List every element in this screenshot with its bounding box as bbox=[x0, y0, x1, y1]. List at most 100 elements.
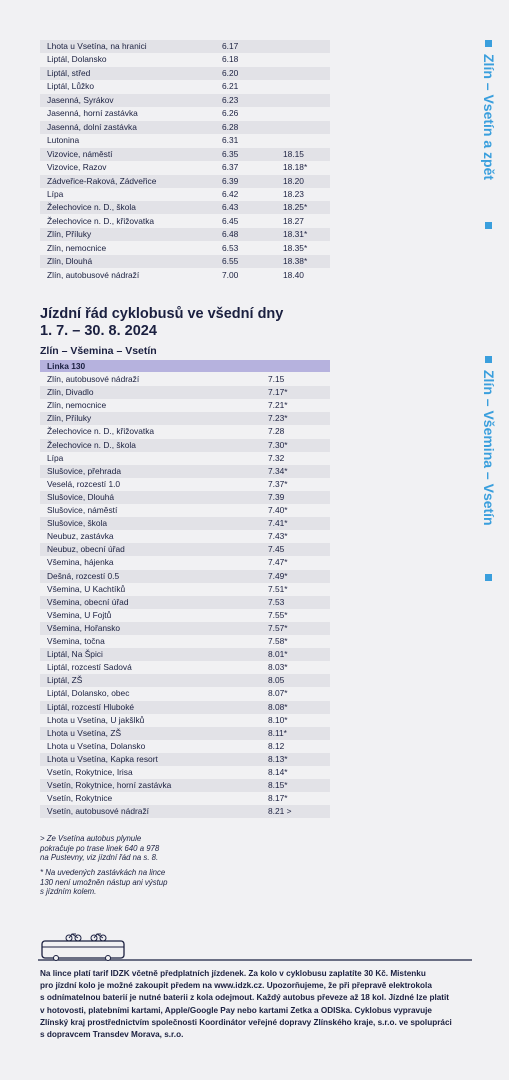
departure-time: 6.20 bbox=[222, 67, 239, 78]
departure-time: 8.10* bbox=[268, 714, 288, 725]
departure-time: 7.37* bbox=[268, 478, 288, 489]
departure-time: 18.27 bbox=[283, 215, 304, 226]
departure-time: 7.40* bbox=[268, 505, 288, 515]
departure-time: 18.23 bbox=[283, 188, 304, 199]
note-line: s jízdním kolem. bbox=[40, 887, 97, 897]
departure-time: 7.45 bbox=[268, 544, 285, 555]
table-row: Želechovice n. D., škola 7.30* bbox=[40, 438, 330, 452]
stop-name: Vizovice, náměstí bbox=[47, 148, 113, 159]
table-row: Zlín, autobusové nádraží 7.15 bbox=[40, 373, 330, 386]
stop-name: Dešná, rozcestí 0.5 bbox=[47, 570, 120, 581]
table-row: Želechovice n. D., škola 6.43 18.25* bbox=[40, 201, 330, 215]
side-marker bbox=[485, 40, 492, 47]
departure-time: 8.11* bbox=[268, 727, 287, 738]
stop-name: Zlín, Příluky bbox=[47, 229, 92, 240]
departure-time: 8.03* bbox=[268, 662, 288, 673]
stop-name: Slušovice, přehrada bbox=[47, 465, 122, 476]
stop-name: Zlín, autobusové nádraží bbox=[47, 269, 140, 280]
departure-time: 6.21 bbox=[222, 81, 239, 92]
footer-line: v hotovosti, platebními kartami, Apple/G… bbox=[40, 1005, 432, 1015]
bus-icon bbox=[38, 933, 472, 961]
stop-name: Vsetín, Rokytnice, horní zastávka bbox=[47, 780, 172, 791]
stop-name: Vsetín, Rokytnice, Irisa bbox=[47, 767, 133, 777]
departure-time: 6.53 bbox=[222, 242, 239, 253]
stop-name: Lípa bbox=[47, 188, 64, 199]
table-row: Jasenná, Syrákov 6.23 bbox=[40, 93, 330, 107]
table-row: Liptál, rozcestí Sadová 8.03* bbox=[40, 661, 330, 674]
table-row: Vsetín, autobusové nádraží 8.21 > bbox=[40, 805, 330, 819]
table-row: Neubuz, obecní úřad 7.45 bbox=[40, 543, 330, 557]
table-row: Liptál, Dolansko 6.18 bbox=[40, 53, 330, 66]
table-row: Liptál, rozcestí Hluboké 8.08* bbox=[40, 700, 330, 714]
table-row: Všemina, Hořansko 7.57* bbox=[40, 621, 330, 635]
table-row: Slušovice, přehrada 7.34* bbox=[40, 464, 330, 478]
stop-name: Zlín, nemocnice bbox=[47, 242, 107, 253]
table-row: Slušovice, škola 7.41* bbox=[40, 517, 330, 531]
departure-time: 8.12 bbox=[268, 740, 285, 751]
stop-name: Liptál, ZŠ bbox=[47, 675, 83, 686]
departure-time: 8.17* bbox=[268, 793, 288, 804]
stop-name: Želechovice n. D., škola bbox=[47, 202, 136, 213]
stop-name: Liptál, rozcestí Sadová bbox=[47, 662, 132, 673]
table-row: Želechovice n. D., křižovatka 7.28 bbox=[40, 425, 330, 438]
table-row: Liptál, střed 6.20 bbox=[40, 66, 330, 80]
departure-time: 7.34* bbox=[268, 465, 288, 476]
stop-name: Vsetín, autobusové nádraží bbox=[47, 806, 149, 817]
departure-time: 6.35 bbox=[222, 148, 239, 159]
table-row: Lhota u Vsetína, Dolansko 8.12 bbox=[40, 740, 330, 753]
stop-name: Veselá, rozcestí 1.0 bbox=[47, 478, 121, 489]
departure-time: 6.18 bbox=[222, 54, 239, 65]
stop-name: Všemina, obecní úřad bbox=[47, 596, 129, 607]
stop-name: Vsetín, Rokytnice bbox=[47, 793, 113, 804]
departure-time: 18.25* bbox=[283, 202, 308, 213]
stop-name: Želechovice n. D., škola bbox=[47, 439, 136, 450]
section-title: Jízdní řád cyklobusů ve všední dny bbox=[40, 306, 284, 322]
departure-time: 7.53 bbox=[268, 596, 285, 607]
stop-name: Zlín, autobusové nádraží bbox=[47, 374, 140, 384]
table-row: Želechovice n. D., křižovatka 6.45 18.27 bbox=[40, 215, 330, 228]
departure-time: 7.58* bbox=[268, 636, 288, 646]
table-row: Lípa 6.42 18.23 bbox=[40, 188, 330, 201]
departure-time: 7.57* bbox=[268, 622, 288, 633]
table-row: Liptál, Dolansko, obec 8.07* bbox=[40, 687, 330, 700]
departure-time: 18.15 bbox=[283, 148, 304, 159]
stop-name: Jasenná, horní zastávka bbox=[47, 108, 138, 119]
table-row: Lhota u Vsetína, ZŠ 8.11* bbox=[40, 726, 330, 740]
table-row: Liptál, ZŠ 8.05 bbox=[40, 674, 330, 688]
departure-time: 7.41* bbox=[268, 518, 288, 529]
table-row: Jasenná, horní zastávka 6.26 bbox=[40, 107, 330, 120]
stop-name: Želechovice n. D., křižovatka bbox=[47, 215, 155, 226]
table-row: Slušovice, Dlouhá 7.39 bbox=[40, 490, 330, 504]
table-row: Jasenná, dolní zastávka 6.28 bbox=[40, 120, 330, 134]
stop-name: Zlín, Dlouhá bbox=[47, 256, 93, 267]
stop-name: Všemina, U Fojtů bbox=[47, 609, 112, 620]
departure-time: 6.48 bbox=[222, 229, 239, 240]
table-row: Liptál, Lůžko 6.21 bbox=[40, 80, 330, 93]
table-row: Veselá, rozcestí 1.0 7.37* bbox=[40, 478, 330, 491]
table-row: Vizovice, Razov 6.37 18.18* bbox=[40, 161, 330, 174]
table-row: Zlín, Příluky 6.48 18.31* bbox=[40, 228, 330, 242]
stop-name: Liptál, Na Špici bbox=[47, 649, 103, 660]
note: * Na uvedených zastávkách na lince 130 ne… bbox=[40, 868, 167, 897]
departure-time: 8.05 bbox=[268, 675, 285, 686]
departure-time: 18.20 bbox=[283, 175, 304, 186]
departure-time: 6.31 bbox=[222, 135, 239, 146]
departure-time: 8.15* bbox=[268, 780, 288, 791]
departure-time: 7.39 bbox=[268, 491, 285, 502]
stop-name: Slušovice, Dlouhá bbox=[47, 491, 115, 502]
departure-time: 18.18* bbox=[283, 162, 308, 173]
stop-name: Všemina, hájenka bbox=[47, 557, 114, 568]
table-row: Vsetín, Rokytnice 8.17* bbox=[40, 792, 330, 805]
departure-time: 7.21* bbox=[268, 400, 288, 411]
stop-name: Liptál, střed bbox=[47, 67, 91, 78]
departure-time: 18.40 bbox=[283, 269, 304, 280]
stop-name: Zádveřice-Raková, Zádveřice bbox=[47, 175, 157, 186]
side-marker bbox=[485, 222, 492, 229]
stop-name: Neubuz, zastávka bbox=[47, 531, 114, 542]
footer-line: Na lince platí tarif IDZK včetně předpla… bbox=[40, 969, 426, 978]
footer-line: Zlínský kraj prostřednictvím společnosti… bbox=[40, 1017, 452, 1027]
departure-time: 7.49* bbox=[268, 570, 288, 581]
stop-name: Zlín, nemocnice bbox=[47, 400, 107, 411]
